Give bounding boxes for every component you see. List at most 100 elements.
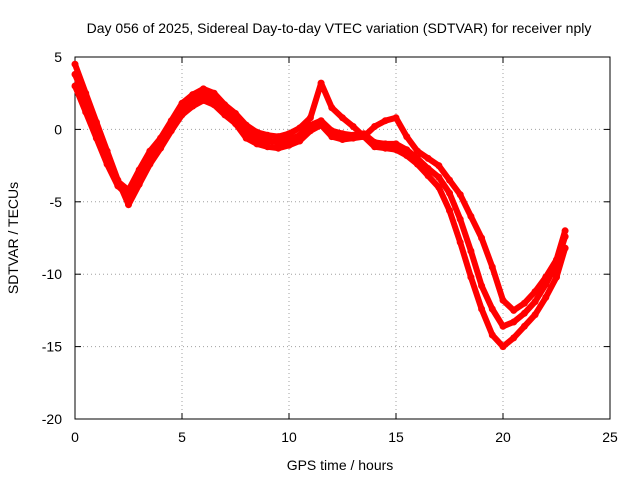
data-point (424, 172, 432, 180)
series-track-2 (71, 60, 569, 351)
x-tick-label: 0 (71, 429, 79, 445)
data-point (125, 201, 132, 209)
data-point (520, 309, 528, 317)
data-point (114, 178, 122, 185)
data-point (274, 144, 282, 152)
y-tick-label: -10 (42, 266, 62, 282)
data-point (435, 162, 443, 170)
data-point (403, 133, 411, 141)
data-point (510, 318, 518, 326)
data-point (520, 299, 528, 307)
data-point (424, 154, 432, 162)
data-point (71, 60, 79, 68)
x-tick-label: 25 (602, 429, 618, 445)
data-point (306, 114, 314, 122)
data-point (178, 99, 186, 107)
data-point (167, 117, 175, 125)
data-point (328, 104, 336, 112)
data-point (435, 173, 443, 181)
data-point (199, 96, 207, 104)
data-point (478, 234, 486, 242)
data-point (296, 124, 304, 132)
data-point (103, 154, 111, 162)
data-point (446, 207, 453, 214)
y-tick-label: -15 (42, 339, 62, 355)
y-axis-label: SDTVAR / TECUs (5, 182, 21, 294)
data-point (488, 331, 496, 339)
data-point (210, 89, 218, 97)
data-point (157, 134, 165, 142)
data-point (328, 133, 336, 141)
series-track-3 (71, 70, 569, 314)
data-point (306, 127, 314, 135)
ticks-layer: 0 5 10 15 20 25 -20 -15 -10 -5 0 5 (42, 49, 618, 445)
data-point (135, 180, 143, 188)
data-point (125, 186, 132, 194)
data-point (317, 79, 325, 87)
series-line (72, 71, 569, 314)
data-point (232, 110, 239, 117)
plot-frame (74, 56, 611, 420)
data-point (435, 183, 443, 191)
data-point (242, 121, 250, 129)
x-tick-label: 10 (281, 429, 297, 445)
data-point (82, 96, 90, 104)
data-point (456, 238, 464, 246)
data-point (531, 288, 539, 296)
data-point (531, 311, 539, 319)
data-point (296, 137, 304, 145)
data-point (467, 247, 475, 255)
data-point (189, 91, 197, 99)
data-point (339, 130, 346, 138)
data-point (371, 123, 379, 130)
data-point (349, 134, 357, 142)
data-point (146, 147, 154, 155)
data-point (499, 296, 507, 304)
data-point (274, 138, 282, 146)
data-point (381, 117, 389, 125)
data-point (264, 137, 272, 145)
data-point (456, 215, 464, 223)
x-tick-label: 20 (495, 429, 511, 445)
data-point (371, 143, 379, 151)
data-point (157, 144, 165, 152)
data-point (285, 136, 293, 143)
data-point (467, 273, 475, 281)
data-point (531, 298, 539, 306)
data-point (561, 227, 569, 235)
y-tick-label: -20 (42, 411, 62, 427)
data-point (499, 343, 507, 351)
data-point (232, 120, 239, 128)
data-point (349, 123, 357, 130)
data-point (381, 144, 389, 152)
data-point (146, 160, 154, 168)
data-point (392, 140, 400, 148)
y-tick-label: 0 (54, 121, 62, 137)
data-point (189, 102, 197, 110)
data-point (317, 121, 325, 129)
data-point (264, 143, 272, 151)
data-point (542, 273, 550, 281)
data-point (285, 130, 293, 138)
data-point (553, 256, 560, 264)
chart-title: Day 056 of 2025, Sidereal Day-to-day VTE… (87, 20, 592, 36)
data-point (392, 114, 400, 122)
data-point (478, 305, 486, 313)
data-point (488, 263, 496, 271)
data-point (92, 125, 100, 133)
data-point (456, 191, 464, 199)
data-point (285, 141, 293, 149)
data-point (221, 101, 229, 109)
data-point (446, 176, 453, 184)
data-point (403, 152, 411, 159)
data-point (339, 114, 346, 122)
data-point (392, 146, 400, 154)
data-point (478, 282, 486, 290)
data-point (242, 134, 250, 142)
data-layer (71, 60, 569, 351)
data-point (71, 70, 79, 78)
data-point (264, 131, 272, 139)
data-point (510, 306, 518, 314)
data-point (253, 128, 261, 136)
